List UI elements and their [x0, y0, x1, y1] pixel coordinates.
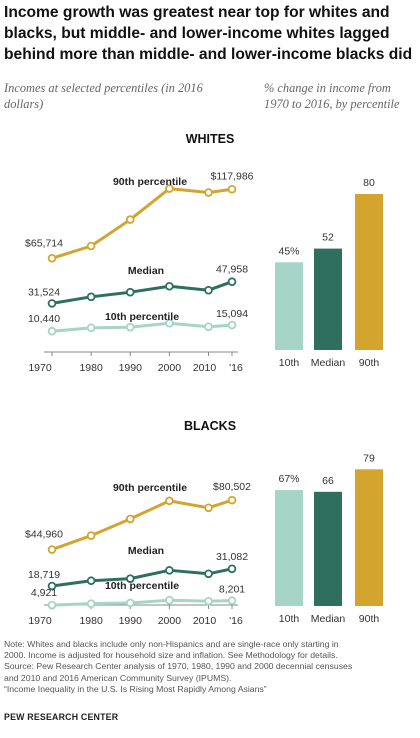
data-point-p10	[227, 596, 237, 605]
bar-value-label: 79	[363, 452, 375, 464]
series-label-p10: 10th percentile	[105, 311, 179, 323]
x-tick-label: 1980	[79, 615, 103, 627]
x-tick-label: 1990	[119, 362, 143, 374]
data-point-p90	[165, 496, 174, 506]
data-point-p90	[125, 215, 135, 224]
data-point-median	[47, 581, 57, 591]
start-value-label-p90: $44,960	[25, 529, 63, 541]
data-point-p90	[86, 531, 96, 540]
start-value-label-median: 31,524	[28, 286, 60, 298]
data-point-p10	[165, 595, 174, 605]
x-tick-label: 2000	[158, 362, 182, 374]
bar-category-label: 90th	[359, 357, 380, 369]
start-value-label-p10: 4,921	[31, 587, 57, 599]
data-point-median	[86, 576, 96, 586]
start-value-label-p10: 10,440	[28, 313, 60, 325]
series-label-p10: 10th percentile	[105, 580, 179, 592]
bar-p10	[275, 262, 303, 350]
series-label-p90: 90th percentile	[113, 482, 187, 494]
panel-heading: BLACKS	[184, 419, 236, 433]
bar-median	[314, 248, 342, 350]
x-tick-label: '16	[229, 615, 243, 627]
bar-chart-subtitle: % change in income from 1970 to 2016, by…	[264, 81, 400, 111]
x-tick-label: 2000	[158, 615, 182, 627]
note-line: 2000. Income is adjusted for household s…	[4, 650, 338, 661]
data-point-p90	[86, 241, 96, 251]
x-tick-label: 1970	[28, 615, 52, 627]
data-point-p90	[47, 253, 57, 263]
data-point-p10	[204, 596, 213, 606]
series-label-median: Median	[128, 265, 164, 277]
bar-p10	[275, 490, 303, 606]
bar-category-label: Median	[311, 613, 346, 625]
bar-category-label: 10th	[279, 357, 300, 369]
data-point-p90	[204, 503, 213, 513]
data-point-p90	[227, 495, 237, 505]
start-value-label-median: 18,719	[28, 569, 60, 581]
bar-category-label: 90th	[359, 613, 380, 625]
bar-value-label: 80	[363, 177, 375, 189]
source-label: PEW RESEARCH CENTER	[4, 712, 119, 722]
x-tick-label: '16	[229, 362, 243, 374]
bar-category-label: Median	[311, 357, 346, 369]
notes: Note: Whites and blacks include only non…	[4, 639, 418, 695]
data-point-median	[165, 281, 174, 291]
start-value-label-p90: $65,714	[25, 237, 63, 249]
data-point-median	[204, 285, 213, 295]
note-line: and 2010 and 2016 American Community Sur…	[4, 672, 232, 683]
data-point-p10	[47, 600, 57, 610]
bar-value-label: 52	[322, 232, 334, 244]
data-point-median	[125, 574, 135, 583]
x-tick-label: 1980	[79, 362, 103, 374]
bar-category-label: 10th	[279, 613, 300, 625]
data-point-median	[86, 292, 96, 302]
x-tick-label: 2010	[193, 615, 217, 627]
data-point-median	[47, 299, 57, 308]
data-point-p10	[125, 598, 135, 608]
series-label-median: Median	[128, 545, 164, 557]
data-point-median	[125, 287, 135, 297]
end-value-label-p10: 15,094	[216, 308, 248, 320]
data-point-p10	[47, 326, 57, 336]
chart-title: Income growth was greatest near top for …	[4, 4, 413, 63]
bar-median	[314, 491, 342, 606]
data-point-p10	[165, 318, 174, 328]
data-point-p10	[86, 599, 96, 608]
x-tick-label: 1990	[119, 615, 143, 627]
data-point-p90	[125, 514, 135, 524]
data-point-p90	[47, 545, 57, 554]
data-point-p10	[227, 320, 237, 330]
end-value-label-median: 47,958	[216, 264, 248, 276]
note-line: “Income Inequality in the U.S. Is Rising…	[4, 683, 267, 694]
x-tick-label: 1970	[28, 362, 52, 374]
series-line-p90	[51, 187, 233, 260]
x-tick-label: 2010	[193, 362, 217, 374]
data-point-median	[227, 564, 237, 574]
panel-heading: WHITES	[186, 132, 235, 146]
bar-p90	[355, 194, 383, 350]
bar-value-label: 67%	[278, 473, 299, 485]
bar-p90	[355, 469, 383, 606]
data-point-p10	[204, 322, 213, 332]
bar-value-label: 66	[322, 475, 334, 487]
data-point-median	[227, 277, 237, 286]
note-line: Source: Pew Research Center analysis of …	[4, 661, 353, 672]
end-value-label-median: 31,082	[216, 551, 248, 563]
end-value-label-p10: 8,201	[219, 584, 245, 596]
series-label-p90: 90th percentile	[113, 176, 187, 188]
data-point-p90	[165, 184, 174, 193]
data-point-p10	[86, 323, 96, 333]
data-point-p90	[204, 188, 213, 197]
bar-value-label: 45%	[278, 245, 299, 257]
data-point-median	[165, 566, 174, 575]
note-line: Note: Whites and blacks include only non…	[4, 639, 339, 649]
end-value-label-p90: $80,502	[213, 481, 251, 493]
data-point-p10	[125, 322, 135, 332]
data-point-p90	[227, 184, 237, 194]
end-value-label-p90: $117,986	[210, 170, 253, 182]
line-chart-subtitle: Incomes at selected percentiles (in 2016…	[4, 81, 203, 111]
data-point-median	[204, 569, 213, 579]
